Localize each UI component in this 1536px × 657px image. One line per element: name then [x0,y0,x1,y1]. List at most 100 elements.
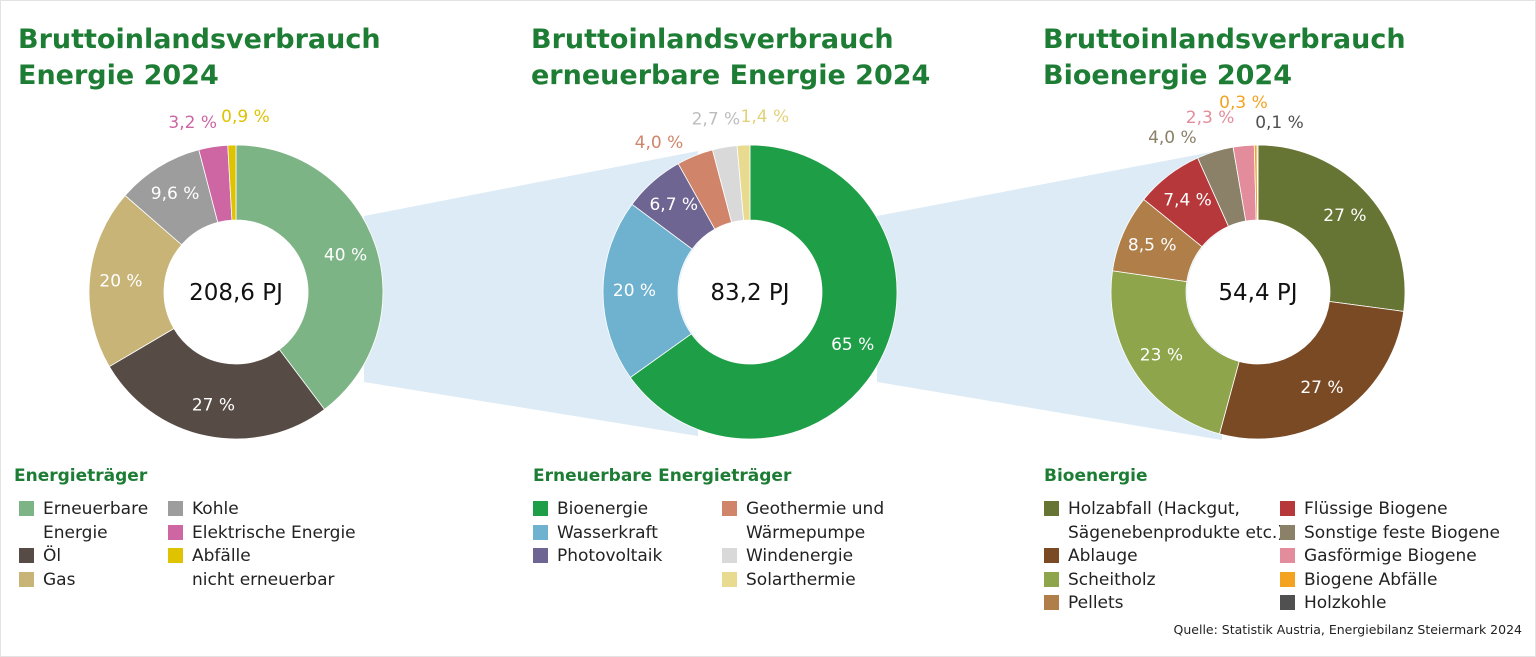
donut-slice [1110,270,1240,435]
donut-slice [629,144,898,440]
legend-item: Öl [19,545,148,569]
legend-label: Photovoltaik [557,546,663,566]
legend-label: Biogene Abfälle [1304,569,1438,590]
chart-2-title-line1: Bruttoinlandsverbrauch [531,24,894,55]
slice-value-label: 65 % [831,335,874,355]
legend-item: Flüssige Biogene [1280,498,1500,522]
legend-swatch [1044,595,1059,610]
slice-value-label: 1,4 % [741,107,790,127]
legend-swatch [1280,548,1295,563]
legend-label: Holzabfall (Hackgut, Sägenebenprodukte e… [1068,499,1284,543]
legend-item: Holzabfall (Hackgut, Sägenebenprodukte e… [1044,498,1284,545]
legend-label: Abfälle nicht erneuerbar [192,546,335,590]
legend-label: Geothermie und Wärmepumpe [746,499,885,543]
legend-swatch [1280,524,1295,540]
donut-slice [602,203,693,378]
legend-swatch [168,524,183,540]
legend-item: Scheitholz [1044,569,1284,593]
slice-value-label: 7,4 % [1163,190,1212,210]
legend-3-col-2: Flüssige Biogene Sonstige feste Biogene Ga… [1280,498,1500,616]
chart-3-title-line2: Bioenergie 2024 [1043,60,1292,91]
legend-1-col-1: Erneuerbare Energie Öl Gas [19,498,148,592]
legend-item: Ablauge [1044,545,1284,569]
slice-value-label: 9,6 % [151,184,200,204]
slice-value-label: 20 % [99,271,142,291]
donut-chart-bioenergie: 27 % 27 % 23 % 8,5 % 7,4 % 4,0 %2,3 %0,3 %0,1… [1110,93,1406,440]
legend-swatch [1280,571,1295,587]
legend-label: Elektrische Energie [192,522,356,543]
slice-value-label: 27 % [192,395,235,415]
legend-swatch [722,501,737,516]
chart-1-title-line1: Bruttoinlandsverbrauch [18,24,381,55]
donut-slice [88,194,183,368]
legend-label: Ablauge [1068,546,1138,566]
legend-label: Wasserkraft [557,522,658,543]
slice-value-label: 23 % [1140,345,1183,365]
legend-swatch [19,548,34,563]
chart-3-title-line1: Bruttoinlandsverbrauch [1043,24,1406,55]
legend-item: Biogene Abfälle [1280,569,1500,593]
legend-item: Sonstige feste Biogene [1280,522,1500,546]
legend-item: Pellets [1044,592,1284,616]
legend-label: Windenergie [746,546,854,566]
legend-item: Photovoltaik [533,545,662,569]
slice-value-label: 2,3 % [1186,108,1235,128]
legend-item: Erneuerbare Energie [19,498,148,545]
donut-slice [1219,301,1405,440]
slice-value-label: 0,1 % [1255,113,1304,133]
legend-label: Holzkohle [1304,593,1387,613]
legend-1-col-2: Kohle Elektrische Energie Abfälle nicht er… [168,498,356,592]
legend-label: Pellets [1068,593,1124,613]
legend-label: Erneuerbare Energie [43,499,149,543]
chart-3-title: Bruttoinlandsverbrauch Bioenergie 2024 [1043,22,1406,94]
legend-item: Wasserkraft [533,522,662,546]
legend-item: Gasförmige Biogene [1280,545,1500,569]
donut-center-total: 54,4 PJ [1218,280,1297,306]
legend-swatch [168,501,183,516]
slice-value-label: 0,3 % [1219,93,1268,113]
donut-center-total: 83,2 PJ [710,280,789,306]
donut-slice [1256,144,1259,221]
donut-hole [679,221,821,363]
legend-swatch [19,571,34,587]
legend-2-col-2: Geothermie und Wärmepumpe Windenergie Sola… [722,498,884,592]
donut-chart-energie: 40 % 27 % 20 % 9,6 % 3,2 % 0,9 % 208,6 PJ [88,107,384,440]
slice-value-label: 8,5 % [1128,236,1177,256]
donut-chart-erneuerbare: 65 % 20 % 6,7 % 4,0 % 2,7 % 1,4 % 83,2 PJ [602,107,898,440]
slice-value-label: 20 % [613,281,656,301]
legend-item: Geothermie und Wärmepumpe [722,498,884,545]
slice-value-label: 2,7 % [692,109,741,129]
slice-value-label: 3,2 % [168,113,217,133]
legend-label: Gasförmige Biogene [1304,546,1477,566]
donut-hole [1187,221,1329,363]
slice-value-label: 27 % [1300,378,1343,398]
slice-value-label: 27 % [1323,206,1366,226]
legend-label: Kohle [192,499,239,519]
legend-item: Solarthermie [722,569,884,593]
slice-value-label: 4,0 % [1148,128,1197,148]
legend-swatch [533,524,548,540]
legend-swatch [533,548,548,563]
chart-1-title: Bruttoinlandsverbrauch Energie 2024 [18,22,381,94]
legend-swatch [1044,501,1059,516]
donut-slice [108,327,326,440]
legend-label: Öl [43,546,62,566]
chart-2-title-line2: erneuerbare Energie 2024 [531,60,931,91]
legend-item: Gas [19,569,148,593]
legend-3-title: Bioenergie [1044,466,1148,486]
donut-slice [227,144,237,221]
legend-item: Kohle [168,498,356,522]
legend-label: Bioenergie [557,499,649,519]
legend-swatch [533,501,548,516]
donut-slice [1257,144,1406,312]
donut-hole [165,221,307,363]
legend-item: Bioenergie [533,498,662,522]
connector-band-1 [364,151,698,436]
source-note: Quelle: Statistik Austria, Energiebilanz… [1173,622,1522,637]
legend-swatch [168,548,183,563]
legend-swatch [1044,571,1059,587]
legend-3-col-1: Holzabfall (Hackgut, Sägenebenprodukte e… [1044,498,1284,616]
legend-label: Gas [43,569,76,590]
legend-label: Sonstige feste Biogene [1304,522,1500,543]
legend-label: Scheitholz [1068,569,1156,590]
